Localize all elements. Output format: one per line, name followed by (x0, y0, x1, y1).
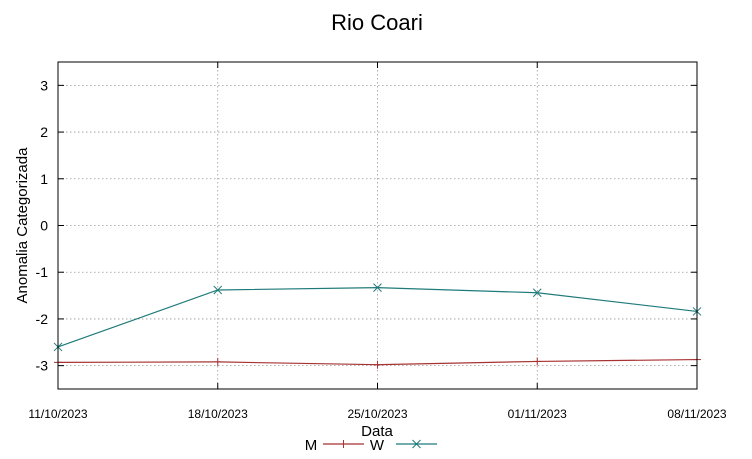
y-tick-label: 2 (40, 124, 48, 140)
x-tick-label: 11/10/2023 (28, 407, 87, 421)
series-w (53, 283, 702, 352)
grid-lines (58, 62, 697, 389)
marker-cross (373, 283, 382, 292)
x-axis-label: Data (361, 423, 393, 440)
y-tick-label: 1 (40, 171, 48, 187)
y-tick-label: 0 (40, 218, 48, 234)
chart-title: Rio Coari (331, 10, 423, 35)
series-m (54, 355, 701, 369)
x-tick-label: 08/11/2023 (667, 407, 726, 421)
x-tick-label: 18/10/2023 (188, 407, 248, 421)
x-tick-label: 25/10/2023 (347, 407, 407, 421)
y-axis-ticks: -3 -2 -1 0 1 2 3 (36, 77, 697, 374)
marker-cross (532, 288, 542, 298)
series-group (53, 283, 702, 369)
y-axis-label: Anomalia Categorizada (14, 147, 31, 304)
y-tick-label: 3 (40, 77, 48, 93)
y-tick-label: -1 (36, 264, 49, 280)
legend-label-w: W (370, 437, 385, 454)
y-tick-label: -3 (36, 358, 49, 374)
legend-label-m: M (305, 437, 318, 454)
plot-frame (57, 61, 698, 390)
marker-cross (213, 285, 223, 295)
x-tick-label: 01/11/2023 (508, 407, 567, 421)
y-tick-label: -2 (36, 311, 49, 327)
marker-cross (412, 439, 421, 449)
x-axis-ticks: 11/10/2023 18/10/2023 25/10/2023 01/11/2023… (28, 62, 727, 421)
